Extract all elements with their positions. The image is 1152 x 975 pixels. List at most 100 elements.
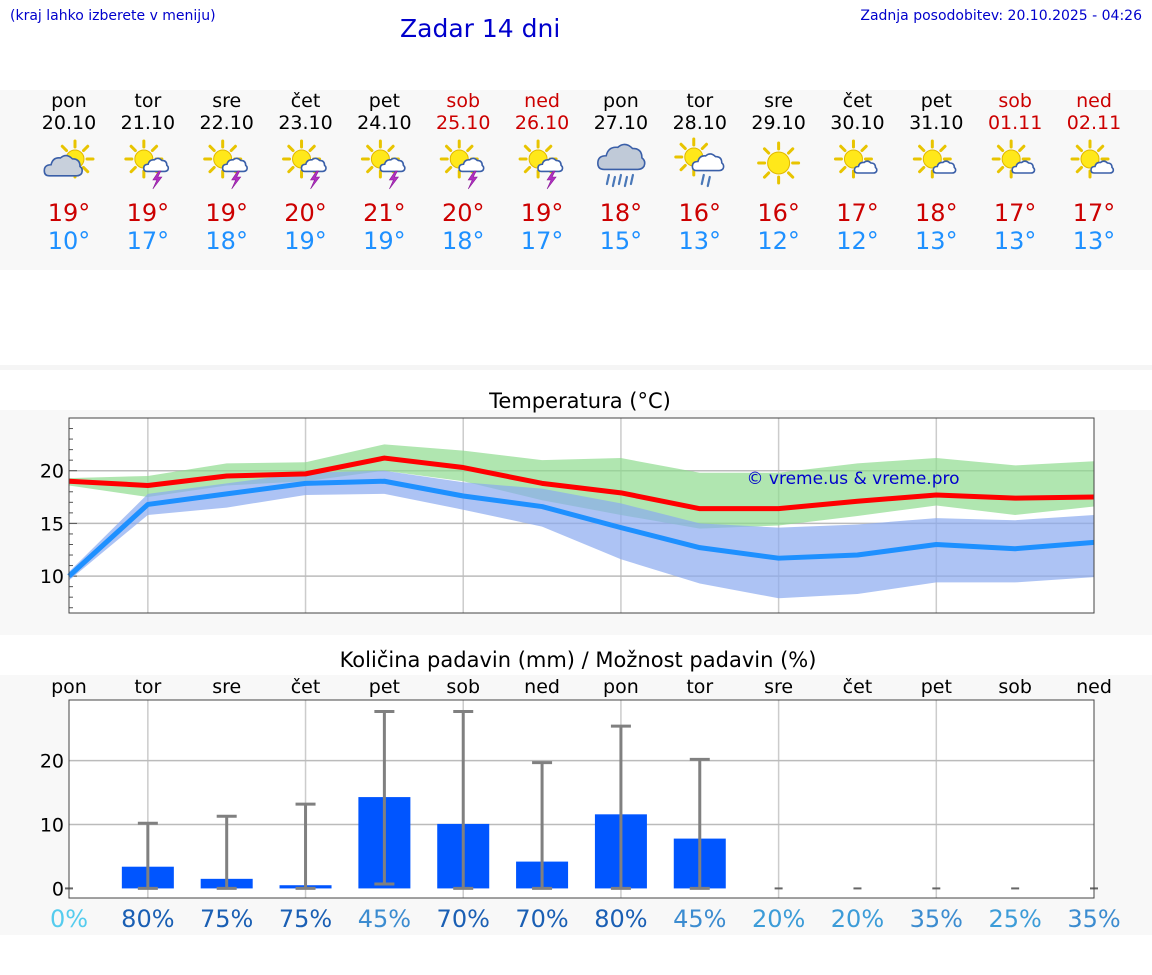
sun-ray — [287, 144, 295, 153]
precipitation-probability: 35% — [910, 905, 963, 933]
cloud-shape — [1011, 160, 1036, 174]
x-tick-label: pet — [369, 676, 400, 698]
day-name: sre — [212, 90, 241, 112]
error-bar — [137, 821, 158, 890]
plot-frame — [68, 699, 1095, 899]
y-tick-label: 15 — [40, 513, 64, 535]
precipitation-probability: 70% — [437, 905, 490, 933]
min-temperature: 13° — [915, 227, 958, 255]
watermark: © vreme.us & vreme.pro — [746, 469, 959, 489]
divider — [0, 365, 1152, 370]
cloud-body — [537, 157, 564, 173]
day-date: 31.10 — [909, 112, 963, 134]
cloud-shape — [691, 153, 725, 172]
sun-ray — [996, 165, 1005, 174]
min-temperature: 12° — [757, 227, 800, 255]
cloud-body — [142, 157, 170, 173]
cloud-shape — [142, 157, 170, 173]
sun-ray — [1018, 144, 1026, 153]
cloud-rain-icon — [597, 143, 646, 188]
cloud-shape — [1090, 160, 1115, 174]
min-temperature: 17° — [127, 227, 170, 255]
sun-thunder-icon — [203, 139, 248, 190]
error-bar — [532, 761, 553, 890]
max-temperature: 16° — [678, 199, 721, 227]
sun-disc — [922, 149, 942, 169]
sun-ray — [545, 144, 553, 153]
sun-ray — [129, 165, 137, 174]
min-temperature: 15° — [600, 227, 643, 255]
sun-ray — [700, 142, 708, 151]
min-temperature: 13° — [1073, 227, 1116, 255]
min-temp-line — [67, 478, 1095, 578]
error-bar — [453, 709, 474, 890]
sun-ray — [787, 147, 795, 155]
rain-drop — [623, 175, 629, 188]
day-date: 20.10 — [42, 112, 96, 134]
sun-small-cloud-icon — [1070, 139, 1115, 179]
precipitation-probability: 45% — [673, 905, 726, 933]
day-name: sre — [764, 90, 793, 112]
sun-thunder-icon — [124, 139, 170, 190]
y-tick-label: 20 — [40, 751, 64, 773]
sun-ray — [918, 144, 926, 153]
precipitation-probability: 35% — [1067, 905, 1120, 933]
cloud-shape — [458, 157, 485, 173]
sun-ray — [523, 144, 532, 153]
sun-shape — [757, 141, 801, 185]
sun-ray — [996, 144, 1005, 153]
x-tick-label: sre — [212, 676, 241, 698]
cloud-body — [691, 153, 725, 172]
sun-ray — [60, 144, 69, 153]
min-temperature: 10° — [48, 227, 91, 255]
lightning-bolt — [467, 170, 478, 190]
x-tick-label: čet — [843, 676, 873, 698]
cloud-shape — [597, 143, 646, 171]
lightning-bolt — [388, 170, 399, 190]
sun-ray — [860, 144, 868, 153]
sun-ray — [466, 144, 474, 153]
y-tick-label: 20 — [40, 461, 64, 483]
page-title: Zadar 14 dni — [400, 14, 561, 43]
cloud-shape — [43, 154, 84, 177]
day-name: tor — [134, 90, 161, 112]
rain-drop — [706, 175, 711, 188]
day-name: ned — [524, 90, 560, 112]
max-temperature: 21° — [363, 199, 406, 227]
max-temperature: 18° — [915, 199, 958, 227]
sun-ray — [839, 144, 847, 153]
cloud-body — [458, 157, 485, 173]
day-date: 27.10 — [594, 112, 648, 134]
x-tick-label: ned — [1076, 676, 1112, 698]
sun-ray — [918, 165, 926, 174]
max-temperature: 20° — [284, 199, 327, 227]
lightning-bolt — [546, 170, 557, 190]
error-bar — [216, 814, 237, 890]
day-date: 28.10 — [673, 112, 727, 134]
precipitation-chart: Količina padavin (mm) / Možnost padavin … — [40, 648, 1121, 933]
x-tick-label: sob — [998, 676, 1032, 698]
sun-small-cloud-icon — [912, 139, 957, 179]
cloud-body — [597, 143, 646, 171]
chart-title: Količina padavin (mm) / Možnost padavin … — [340, 648, 817, 672]
precipitation-probability: 20% — [831, 905, 884, 933]
sun-thunder-icon — [360, 139, 406, 190]
forecast-strip-bg — [0, 90, 1152, 270]
region-hint: (kraj lahko izberete v meniju) — [10, 8, 216, 24]
error-bar — [610, 724, 631, 890]
max-temperature: 17° — [836, 199, 879, 227]
x-tick-label: tor — [686, 676, 713, 698]
max-temperature: 19° — [521, 199, 564, 227]
cloud-body — [1090, 160, 1115, 174]
sun-ray — [445, 144, 453, 153]
min-temperature: 13° — [678, 227, 721, 255]
day-date: 01.11 — [988, 112, 1042, 134]
